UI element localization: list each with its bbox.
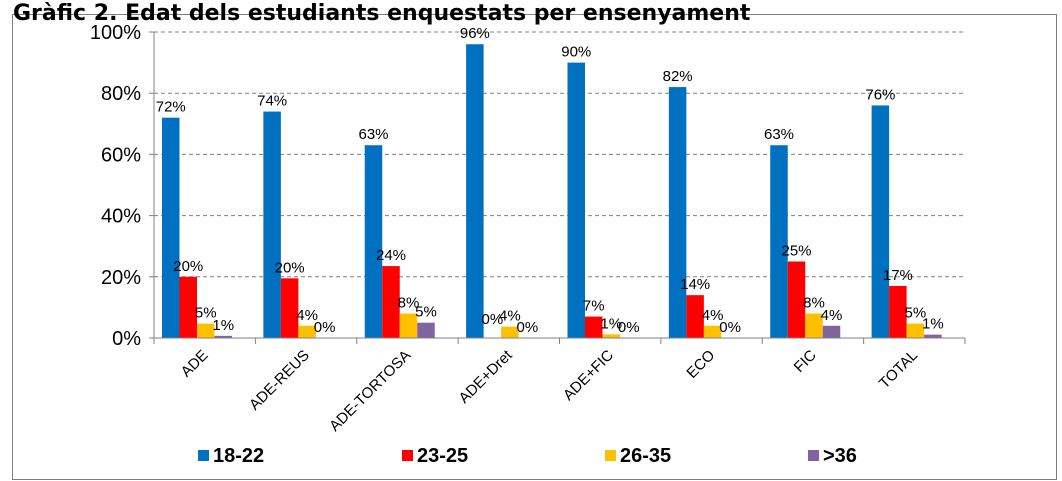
y-tick-label: 40% [101, 206, 141, 228]
data-label: 82% [663, 68, 693, 85]
bar-23-25 [280, 278, 299, 338]
bar-18-22 [567, 62, 585, 338]
bar-18-22 [871, 105, 890, 338]
x-tick-label: ADE-TORTOSA [326, 347, 414, 435]
legend-label: 18-22 [213, 445, 264, 467]
bar-18-22 [263, 111, 281, 338]
x-tick-label: FIC [791, 347, 820, 376]
data-label: 24% [376, 247, 406, 264]
y-tick-label: 80% [101, 83, 141, 105]
data-label: 7% [583, 298, 605, 315]
data-label: 1% [600, 315, 622, 332]
bar-26-35 [197, 323, 215, 338]
y-tick-label: 100% [90, 22, 141, 44]
data-label: 0% [314, 319, 336, 336]
x-tick-label: ADE-REUS [246, 347, 313, 414]
data-label: 4% [702, 307, 724, 324]
data-label: 8% [803, 295, 825, 312]
data-label: 4% [296, 307, 318, 324]
data-label: 4% [821, 307, 843, 324]
legend-swatch [198, 450, 209, 461]
data-label: 96% [460, 25, 490, 42]
bar-26-35 [602, 334, 620, 338]
data-label: 25% [781, 243, 811, 260]
y-tick-label: 0% [112, 328, 141, 350]
x-axis: ADE ADE-REUS ADE-TORTOSA ADE+Dret ADE+FIC ECO… [153, 337, 966, 435]
chart-title: Gràfic 2. Edat dels estudiants enquestat… [13, 1, 751, 26]
data-label: 20% [275, 259, 305, 276]
data-label: 8% [398, 295, 420, 312]
y-axis: 0% 20% 40% 60% 80% 100% [90, 22, 155, 350]
bar-26-35 [298, 325, 316, 338]
bar-18-22 [162, 117, 180, 339]
data-label: 14% [680, 276, 710, 293]
x-tick-label: TOTAL [876, 347, 921, 392]
x-tick-label: ADE+FIC [560, 347, 617, 404]
bar-26-35 [399, 313, 418, 338]
legend-label: >36 [823, 445, 857, 467]
x-tick-label: ADE [178, 347, 212, 381]
data-label: 17% [883, 267, 913, 284]
legend: 18-22 23-25 26-35 >36 [198, 445, 857, 467]
data-label: 63% [764, 126, 794, 143]
bar->36 [417, 322, 435, 338]
bar-26-35 [805, 313, 823, 338]
bar-18-22 [770, 145, 788, 338]
x-tick-label: ECO [683, 347, 718, 382]
bar-23-25 [787, 261, 806, 338]
bar-26-35 [703, 325, 722, 338]
bar-23-25 [179, 276, 197, 338]
bar-23-25 [889, 285, 907, 338]
data-label: 74% [257, 93, 287, 110]
data-label: 1% [212, 317, 234, 334]
data-label: 5% [415, 304, 437, 321]
gridlines [154, 31, 965, 278]
data-label: 5% [195, 305, 217, 322]
bar-26-35 [906, 323, 925, 338]
data-label: 72% [156, 99, 186, 116]
y-tick-label: 20% [101, 267, 141, 289]
bars [162, 44, 942, 339]
data-label: 4% [499, 308, 521, 325]
legend-swatch [402, 450, 413, 461]
data-label: 0% [618, 319, 640, 336]
bar-chart: 0% 20% 40% 60% 80% 100% 72% 74% 63% 96% 90% 82% 63%… [90, 22, 966, 467]
data-label: 5% [905, 305, 927, 322]
data-label: 20% [173, 258, 203, 275]
legend-label: 23-25 [417, 445, 468, 467]
chart-frame: Gràfic 2. Edat dels estudiants enquestat… [12, 1, 1057, 480]
legend-swatch [808, 450, 819, 461]
bar-23-25 [585, 316, 603, 338]
data-label: 76% [865, 86, 895, 103]
bar-23-25 [382, 266, 400, 338]
bar-18-22 [466, 44, 484, 339]
legend-label: 26-35 [620, 445, 671, 467]
bar-26-35 [501, 326, 519, 338]
bar->36 [214, 335, 232, 338]
data-labels: 72% 74% 63% 96% 90% 82% 63% 76% 20% 20% 24% 7% 14% 25… [156, 25, 944, 336]
data-label: 63% [358, 126, 388, 143]
bar-18-22 [668, 87, 687, 338]
legend-swatch [605, 450, 616, 461]
data-label: 0% [719, 319, 741, 336]
bar-23-25 [686, 295, 704, 338]
data-label: 0% [517, 319, 539, 336]
data-label: 90% [561, 44, 591, 61]
data-label: 0% [482, 311, 504, 328]
bar->36 [924, 334, 942, 338]
data-label: 1% [922, 316, 944, 333]
bar-18-22 [364, 145, 383, 338]
bar->36 [822, 325, 841, 338]
y-tick-label: 60% [101, 144, 141, 166]
x-tick-label: ADE+Dret [456, 346, 517, 407]
